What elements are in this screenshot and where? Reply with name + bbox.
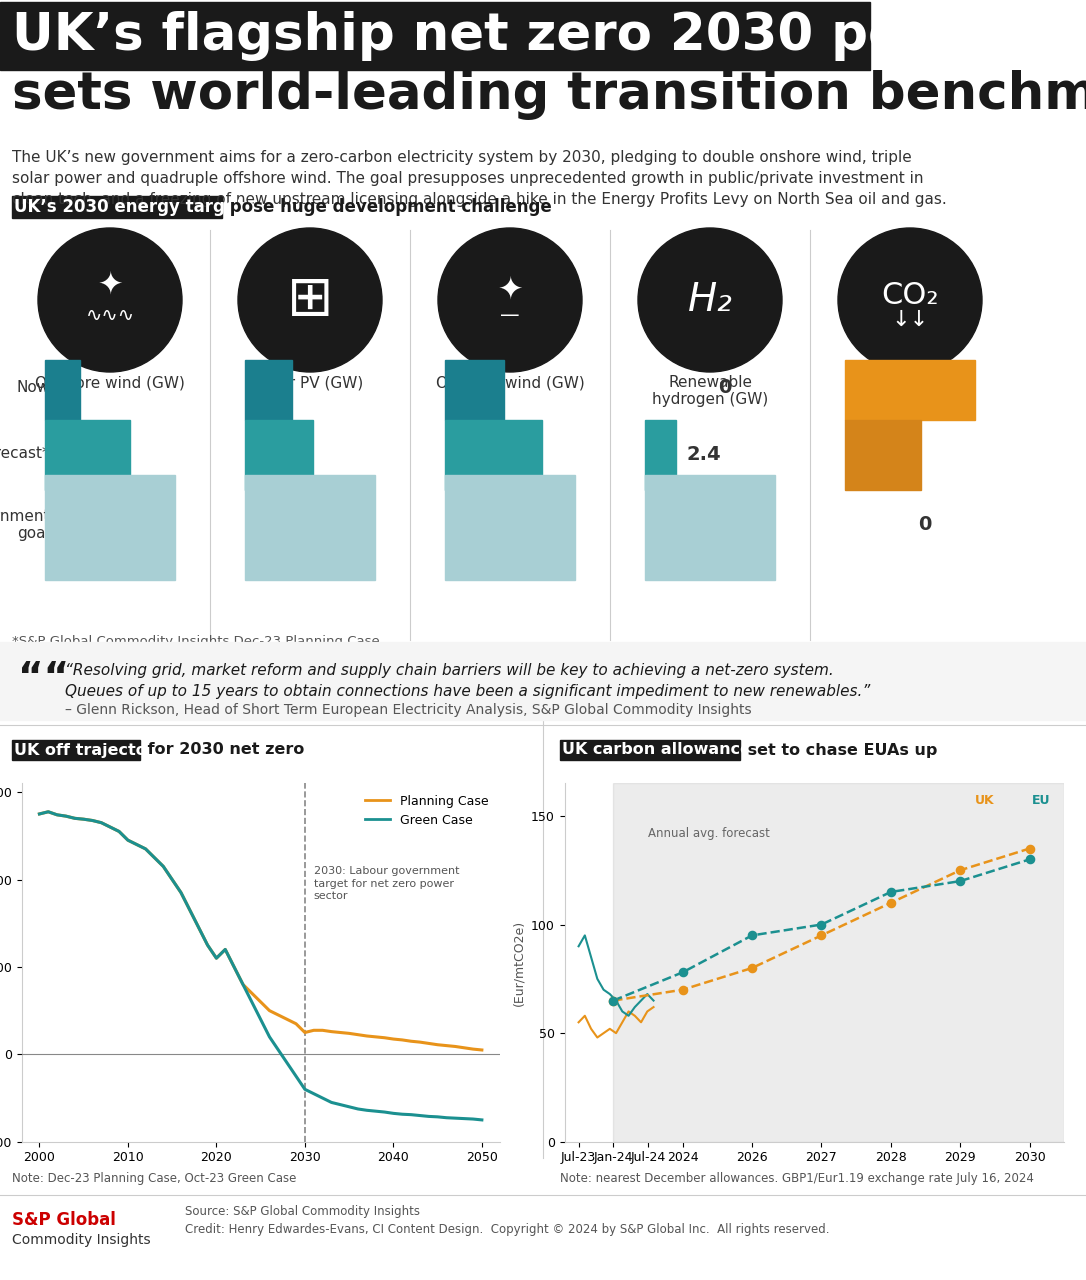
Text: Now: Now	[16, 380, 50, 396]
Point	[812, 914, 830, 934]
Point	[674, 963, 692, 983]
Bar	[12, 740, 140, 760]
Point	[882, 882, 899, 902]
Text: 0: 0	[919, 516, 932, 535]
Text: for 2030 net zero: for 2030 net zero	[142, 742, 304, 758]
Text: *S&P Global Commodity Insights Dec-23 Planning Case: *S&P Global Commodity Insights Dec-23 Pl…	[12, 635, 380, 648]
Text: ↓↓: ↓↓	[892, 310, 929, 330]
Text: 26: 26	[509, 445, 536, 465]
Bar	[645, 475, 775, 580]
Text: sets world-leading transition benchmark: sets world-leading transition benchmark	[12, 70, 1086, 120]
Point	[744, 925, 761, 946]
Text: 50: 50	[343, 518, 370, 538]
Point	[812, 925, 830, 946]
Point	[605, 991, 622, 1011]
Circle shape	[38, 228, 182, 372]
Text: UK’s flagship net zero 2030 power goal: UK’s flagship net zero 2030 power goal	[12, 12, 1086, 61]
Text: UK off trajectory: UK off trajectory	[14, 742, 165, 758]
Text: UK’s 2030 energy targets: UK’s 2030 energy targets	[14, 198, 254, 216]
Text: Solar PV (GW): Solar PV (GW)	[256, 375, 364, 390]
Text: —: —	[501, 306, 520, 325]
Point	[1021, 849, 1038, 869]
Text: 18: 18	[260, 380, 287, 399]
Text: 26: 26	[280, 445, 307, 465]
Bar	[12, 196, 222, 218]
Text: ✦: ✦	[497, 275, 522, 305]
Bar	[445, 420, 542, 490]
Point	[951, 860, 969, 881]
Bar	[245, 475, 375, 580]
Text: Annual avg. forecast: Annual avg. forecast	[648, 827, 770, 840]
Point	[674, 979, 692, 1000]
Text: 2.4: 2.4	[686, 445, 721, 465]
Text: Forecast*: Forecast*	[0, 445, 50, 461]
Text: Power emissions
(gCO2e/kWh): Power emissions (gCO2e/kWh)	[846, 375, 974, 407]
Text: H₂: H₂	[687, 282, 732, 319]
Text: 148: 148	[930, 380, 970, 399]
Circle shape	[637, 228, 782, 372]
Text: 87: 87	[889, 445, 917, 465]
Bar	[245, 360, 292, 420]
Text: Source: S&P Global Commodity Insights
Credit: Henry Edwardes-Evans, CI Content D: Source: S&P Global Commodity Insights Cr…	[185, 1204, 830, 1235]
Text: ““: ““	[18, 660, 70, 698]
Text: Commodity Insights: Commodity Insights	[12, 1233, 151, 1247]
Text: 0: 0	[718, 378, 732, 397]
Text: S&P Global: S&P Global	[12, 1211, 116, 1229]
Circle shape	[838, 228, 982, 372]
Text: 16: 16	[48, 380, 75, 399]
Bar	[445, 475, 574, 580]
Bar	[0, 643, 1086, 719]
Point	[605, 991, 622, 1011]
Circle shape	[438, 228, 582, 372]
Text: Renewable
hydrogen (GW): Renewable hydrogen (GW)	[652, 375, 768, 407]
Text: Note: nearest December allowances. GBP1/Eur1.19 exchange rate July 16, 2024: Note: nearest December allowances. GBP1/…	[560, 1172, 1034, 1185]
Text: “Resolving grid, market reform and supply chain barriers will be key to achievin: “Resolving grid, market reform and suppl…	[65, 663, 870, 699]
Bar	[0, 3, 870, 70]
Bar	[614, 783, 1064, 1142]
Text: Note: Dec-23 Planning Case, Oct-23 Green Case: Note: Dec-23 Planning Case, Oct-23 Green…	[12, 1172, 296, 1185]
Text: UK: UK	[975, 794, 995, 808]
Point	[1021, 838, 1038, 859]
Text: 10: 10	[743, 518, 770, 538]
Y-axis label: (Eur/mtCO2e): (Eur/mtCO2e)	[513, 919, 526, 1006]
Text: – Glenn Rickson, Head of Short Term European Electricity Analysis, S&P Global Co: – Glenn Rickson, Head of Short Term Euro…	[65, 703, 752, 717]
Bar	[645, 420, 677, 490]
Text: UK carbon allowances: UK carbon allowances	[561, 742, 760, 758]
Text: Offshore wind (GW): Offshore wind (GW)	[35, 375, 185, 390]
Bar	[45, 475, 175, 580]
Bar	[845, 420, 921, 490]
Bar	[845, 360, 975, 420]
Point	[951, 870, 969, 891]
Text: ∿∿∿: ∿∿∿	[86, 306, 135, 325]
Text: EU: EU	[1032, 794, 1050, 808]
Bar	[45, 420, 129, 490]
Legend: Planning Case, Green Case: Planning Case, Green Case	[359, 790, 493, 832]
Bar	[245, 420, 313, 490]
Text: The UK’s new government aims for a zero-carbon electricity system by 2030, pledg: The UK’s new government aims for a zero-…	[12, 150, 947, 207]
Text: CO₂: CO₂	[881, 280, 938, 310]
Text: set to chase EUAs up: set to chase EUAs up	[742, 742, 937, 758]
Text: pose huge development challenge: pose huge development challenge	[224, 198, 552, 216]
Point	[882, 892, 899, 913]
Text: 2030: Labour government
target for net zero power
sector: 2030: Labour government target for net z…	[314, 867, 459, 901]
Bar	[45, 360, 79, 420]
Bar	[445, 360, 504, 420]
Text: ✦: ✦	[98, 270, 123, 300]
Text: 60: 60	[143, 518, 171, 538]
Text: Onshore wind (GW): Onshore wind (GW)	[435, 375, 584, 390]
Text: 16: 16	[472, 380, 500, 399]
Point	[744, 957, 761, 978]
Circle shape	[238, 228, 382, 372]
Text: ⊞: ⊞	[287, 273, 333, 326]
Bar	[560, 740, 740, 760]
Text: 39: 39	[98, 445, 125, 465]
Text: Government
goal: Government goal	[0, 508, 50, 541]
Text: 35: 35	[543, 518, 570, 538]
